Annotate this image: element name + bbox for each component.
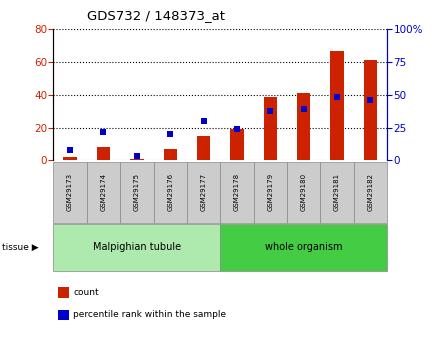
Bar xyxy=(331,51,344,160)
Bar xyxy=(64,157,77,160)
Text: GSM29176: GSM29176 xyxy=(167,173,173,211)
Bar xyxy=(231,129,244,160)
Point xyxy=(334,95,341,100)
Text: GSM29178: GSM29178 xyxy=(234,173,240,211)
Text: GSM29182: GSM29182 xyxy=(368,173,373,211)
Text: GSM29180: GSM29180 xyxy=(301,173,307,211)
Bar xyxy=(197,136,210,160)
Point xyxy=(267,108,274,114)
Text: GSM29179: GSM29179 xyxy=(267,173,273,211)
Point xyxy=(134,154,141,159)
Text: percentile rank within the sample: percentile rank within the sample xyxy=(73,310,227,319)
Point xyxy=(100,129,107,134)
Bar xyxy=(364,60,377,160)
Bar xyxy=(297,93,311,160)
Text: GDS732 / 148373_at: GDS732 / 148373_at xyxy=(87,9,225,22)
Text: GSM29174: GSM29174 xyxy=(101,173,106,211)
Point xyxy=(234,126,241,132)
Text: GSM29173: GSM29173 xyxy=(67,173,73,211)
Bar xyxy=(97,147,110,160)
Text: GSM29177: GSM29177 xyxy=(201,173,206,211)
Point xyxy=(167,131,174,137)
Point xyxy=(367,97,374,103)
Text: count: count xyxy=(73,288,99,297)
Point xyxy=(67,147,74,153)
Text: GSM29181: GSM29181 xyxy=(334,173,340,211)
Point xyxy=(300,107,307,112)
Text: whole organism: whole organism xyxy=(265,242,343,252)
Bar xyxy=(130,159,144,160)
Text: GSM29175: GSM29175 xyxy=(134,173,140,211)
Point xyxy=(200,118,207,124)
Text: Malpighian tubule: Malpighian tubule xyxy=(93,242,181,252)
Bar xyxy=(264,97,277,160)
Text: tissue ▶: tissue ▶ xyxy=(2,243,39,252)
Bar xyxy=(164,149,177,160)
